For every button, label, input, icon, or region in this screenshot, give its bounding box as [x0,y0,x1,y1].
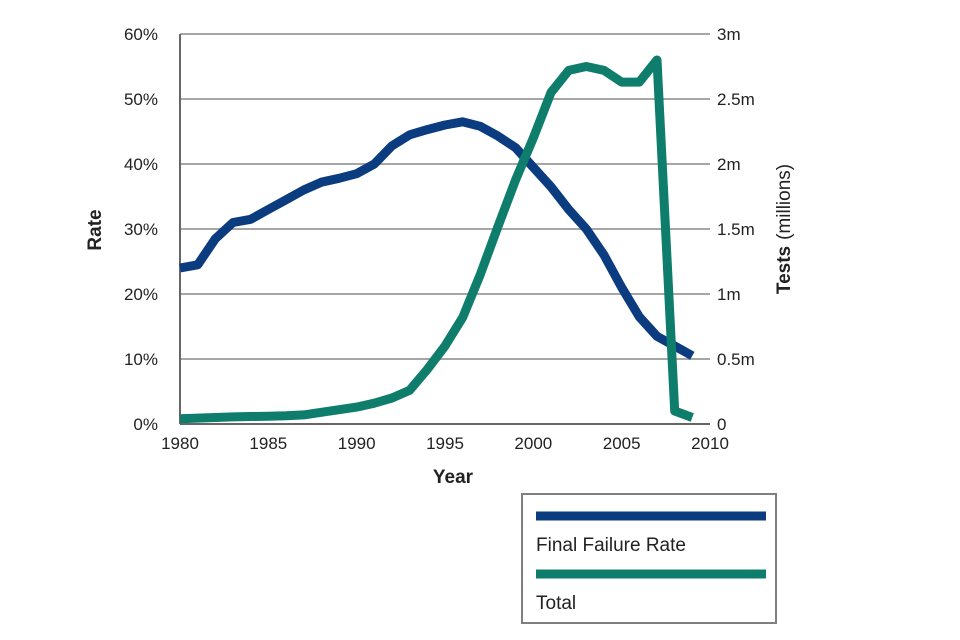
legend-label-final-failure-rate: Final Failure Rate [536,535,686,556]
y-right-tick-label: 0 [717,415,726,434]
x-tick-label: 2010 [691,434,729,453]
series-lines [179,55,695,424]
x-tick-label: 1995 [426,434,464,453]
x-tick-label: 2005 [603,434,641,453]
y-right-tick-label: 2m [717,155,741,174]
y-axis-right-title: Tests (millions) [774,164,795,294]
x-tick-label: 1980 [161,434,199,453]
y-axis-left-title: Rate [85,209,106,250]
gridlines [180,33,710,360]
y-right-tick-label: 1m [717,285,741,304]
y-left-tick-label: 0% [133,415,158,434]
y-right-tick-label: 0.5m [717,350,755,369]
legend-label-total: Total [536,593,576,614]
x-tick-label: 1990 [338,434,376,453]
x-tick-label: 2000 [514,434,552,453]
series-line-total [179,55,694,424]
y-left-tick-label: 10% [124,350,158,369]
x-axis-ticks: 1980 1985 1990 1995 2000 2005 2010 [161,434,729,453]
y-axis-right-title-main: Tests [774,246,795,294]
legend: Final Failure Rate Total [521,493,777,624]
y-right-tick-label: 2.5m [717,90,755,109]
y-axis-left-ticks: 0% 10% 20% 30% 40% 50% 60% [124,25,158,434]
y-right-tick-label: 1.5m [717,220,755,239]
y-left-tick-label: 30% [124,220,158,239]
y-left-tick-label: 40% [124,155,158,174]
x-tick-label: 1985 [249,434,287,453]
x-axis-title: Year [433,467,474,488]
y-left-tick-label: 50% [124,90,158,109]
y-right-tick-label: 3m [717,25,741,44]
y-axis-right-title-unit: (millions) [774,164,795,240]
y-left-tick-label: 60% [124,25,158,44]
y-left-tick-label: 20% [124,285,158,304]
series-line-final-failure-rate [179,117,695,360]
y-axis-right-ticks: 0 0.5m 1m 1.5m 2m 2.5m 3m [717,25,755,434]
